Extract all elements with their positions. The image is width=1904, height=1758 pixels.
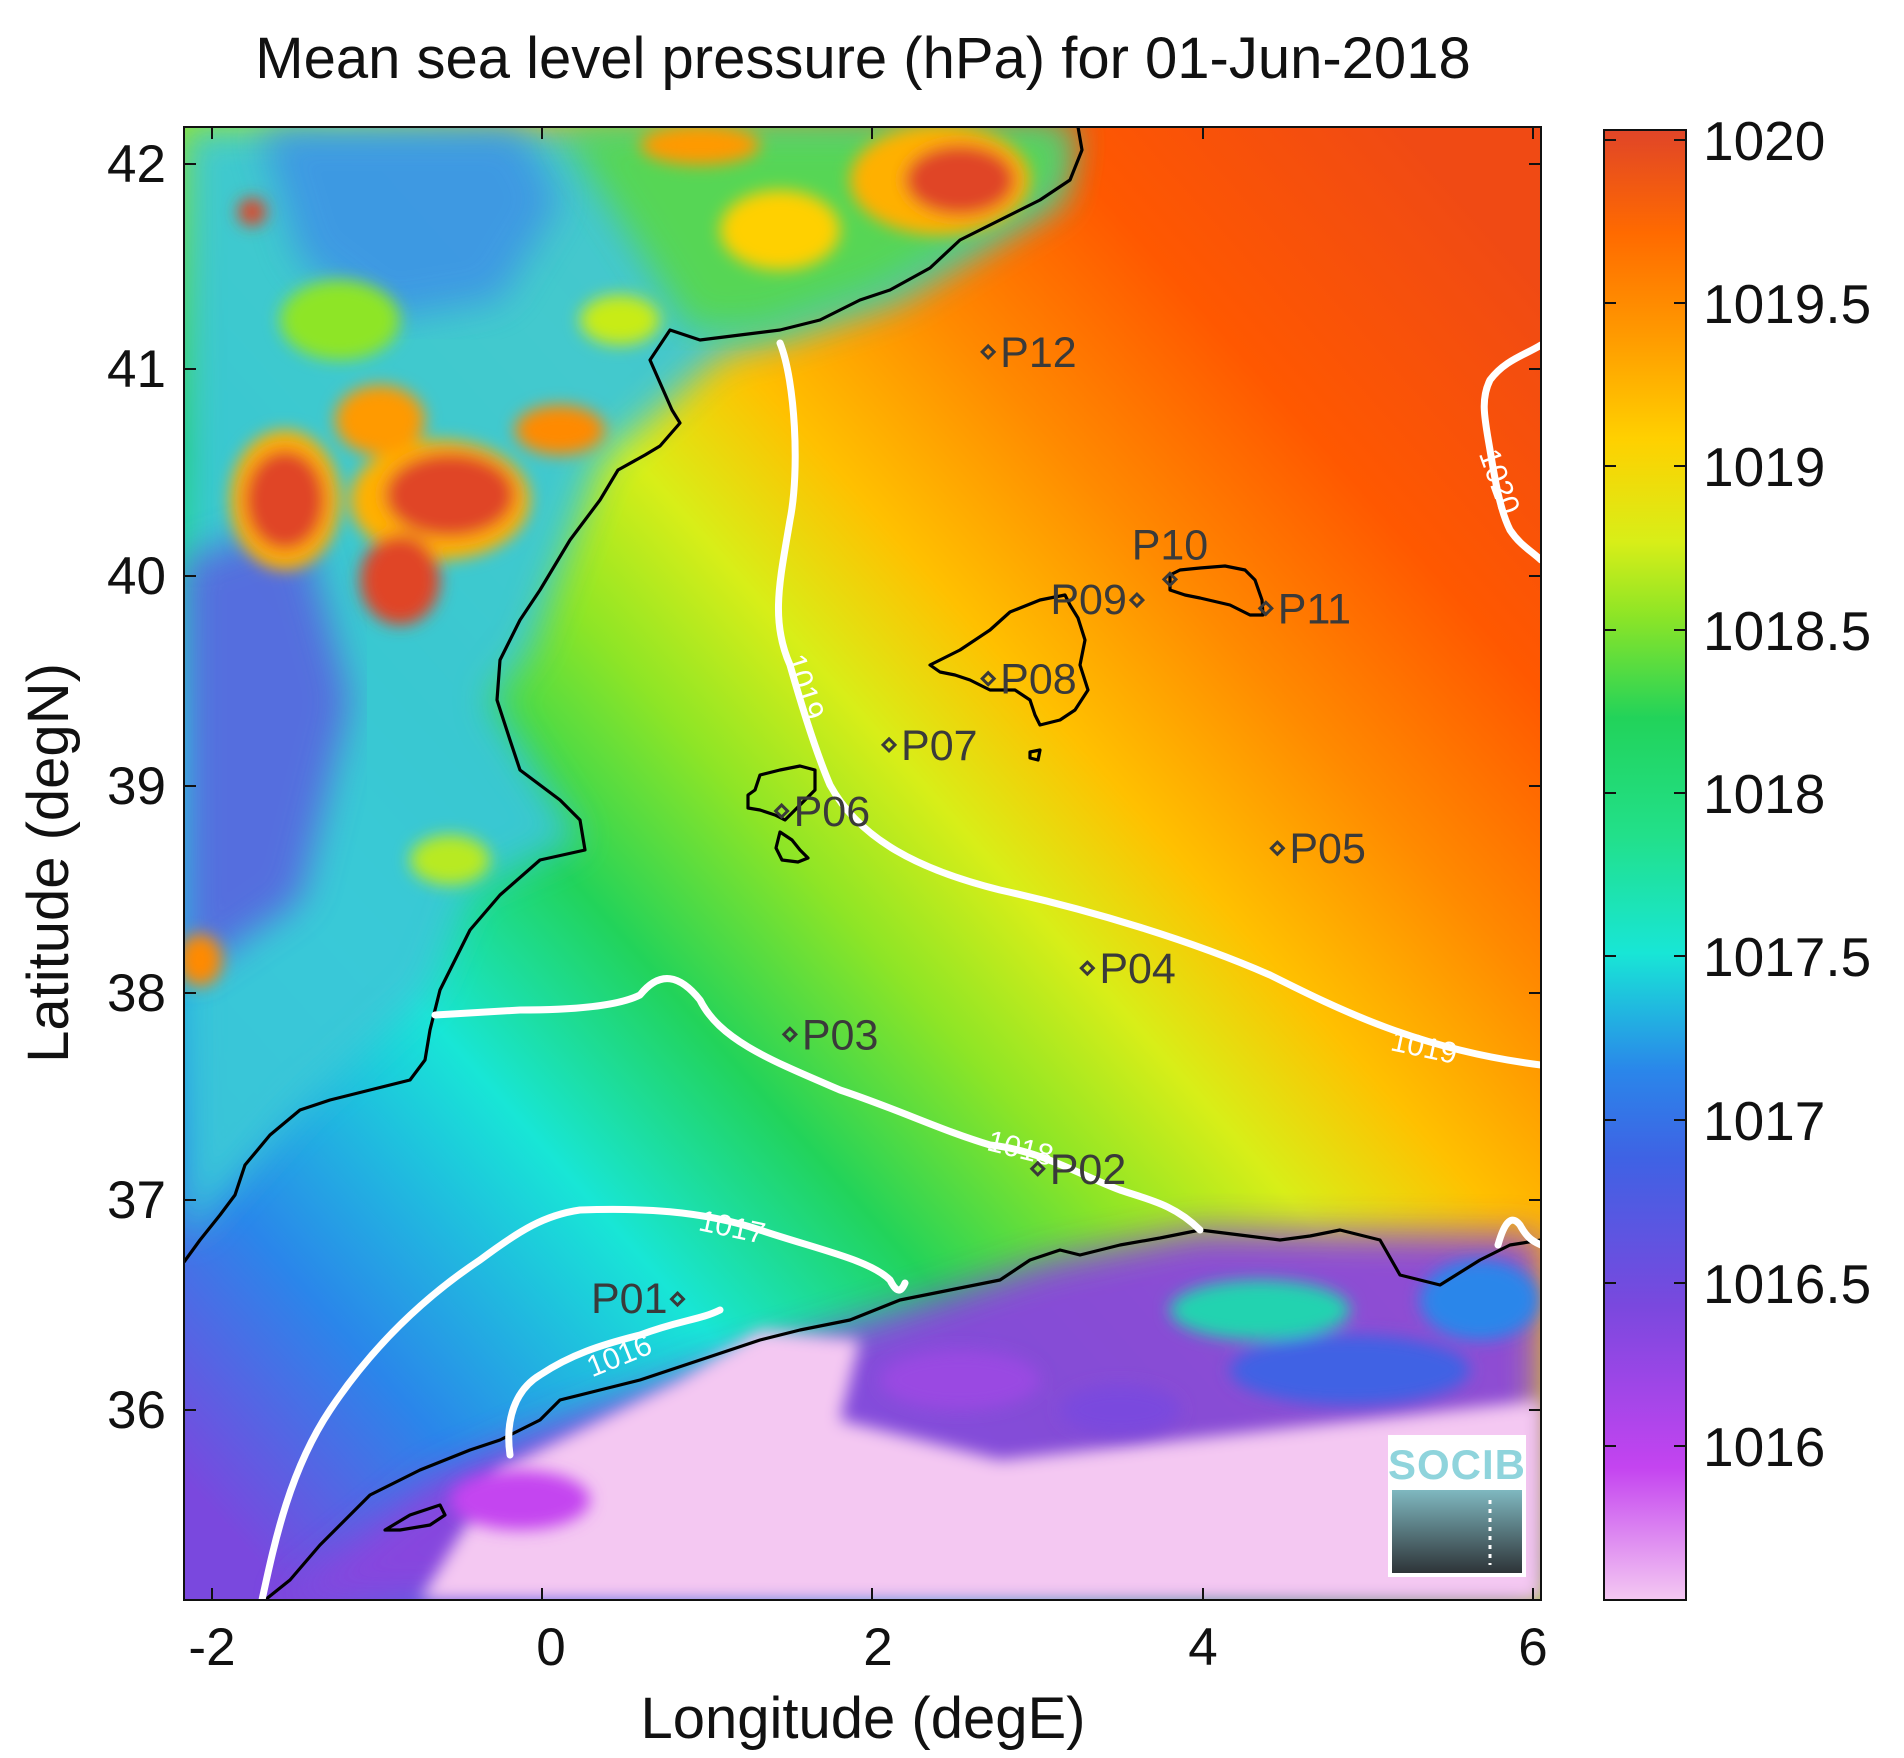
station-label: P08 <box>1000 656 1077 704</box>
plot-area: 1020 1019 1019 1018 1017 1016 P01P02P03P… <box>184 127 1541 1600</box>
y-axis-ticks <box>184 163 1541 1411</box>
x-tick-label: 0 <box>536 1618 565 1677</box>
colorbar-tick-label: 1016 <box>1703 1416 1825 1478</box>
station-marker <box>669 1290 686 1308</box>
contour-1019-main <box>775 339 1541 1069</box>
station-label: P11 <box>1278 585 1351 633</box>
station-marker <box>1161 571 1179 588</box>
x-tick-label: 4 <box>1188 1618 1217 1677</box>
station-marker <box>1079 960 1096 977</box>
colorbar-tick-label: 1018 <box>1703 763 1825 825</box>
x-axis-label: Longitude (degE) <box>641 1686 1086 1751</box>
station-marker <box>781 1026 798 1043</box>
colorbar-tick-label: 1017 <box>1703 1090 1825 1152</box>
station-marker <box>1269 840 1286 857</box>
coastline-iberia <box>184 127 1084 1263</box>
x-axis: -2 0 2 4 6 Longitude (degE) <box>188 127 1548 1751</box>
coastline-alboran <box>383 1503 447 1532</box>
y-tick-label: 38 <box>107 964 166 1023</box>
station-label: P04 <box>1099 945 1176 993</box>
contour-1017 <box>258 1205 909 1600</box>
station-label: P10 <box>1132 521 1209 569</box>
y-tick-label: 36 <box>107 1381 166 1440</box>
mountain-blobs <box>184 127 1030 986</box>
coastline-mallorca <box>928 593 1090 727</box>
station-label: P06 <box>794 788 871 836</box>
x-tick-label: 2 <box>863 1618 892 1677</box>
colorbar-tick-label: 1020 <box>1703 110 1825 172</box>
coastline-africa <box>264 1228 1541 1600</box>
land-blue-north <box>260 127 560 320</box>
plot-frame <box>183 126 1542 1601</box>
station-label: P02 <box>1050 1146 1127 1194</box>
station-label: P09 <box>1050 576 1127 624</box>
x-tick-label: -2 <box>188 1618 235 1677</box>
station-marker <box>1128 591 1146 609</box>
y-tick-label: 42 <box>107 135 166 194</box>
y-tick-label: 39 <box>107 757 166 816</box>
land-lowest-africa <box>420 1330 1541 1600</box>
contour-1020 <box>1480 341 1541 564</box>
y-axis-label: Latitude (degN) <box>16 663 81 1063</box>
colorbar-ticks <box>1604 139 1686 1447</box>
station-label: P12 <box>1000 329 1077 377</box>
contour-1016 <box>505 1306 724 1459</box>
station-marker <box>980 670 997 687</box>
colorbar-tick-label: 1019 <box>1703 436 1825 498</box>
colorbar-tick-label: 1018.5 <box>1703 600 1871 662</box>
contour-lines <box>258 339 1541 1600</box>
station-label: P05 <box>1289 825 1366 873</box>
socib-logo: SOCIB <box>1388 1435 1526 1577</box>
station-marker <box>1257 600 1274 617</box>
coastlines <box>184 127 1541 1600</box>
coastline-formentera <box>774 830 810 864</box>
colorbar: 1020 1019.5 1019 1018.5 1018 1017.5 1017… <box>1603 110 1871 1601</box>
colorbar-gradient <box>1603 129 1687 1601</box>
station-label: P01 <box>591 1275 668 1323</box>
station-marker <box>1029 1160 1046 1177</box>
station-marker <box>880 736 898 753</box>
y-tick-label: 37 <box>107 1171 166 1230</box>
contour-1018 <box>431 975 1204 1234</box>
coastline-ibiza <box>746 764 817 822</box>
socib-logo-background <box>1392 1490 1522 1573</box>
station-label: P03 <box>802 1011 879 1059</box>
x-tick-label: 6 <box>1518 1618 1547 1677</box>
socib-logo-text: SOCIB <box>1388 1441 1526 1488</box>
colorbar-tick-label: 1017.5 <box>1703 926 1871 988</box>
x-axis-ticks <box>211 127 1534 1600</box>
y-tick-label: 41 <box>107 340 166 399</box>
coastline-cabrera <box>1028 748 1042 762</box>
station-marker <box>773 802 790 820</box>
colorbar-tick-label: 1019.5 <box>1703 273 1871 335</box>
colorbar-tick-label: 1016.5 <box>1703 1253 1871 1315</box>
land-lowpressure-iberia <box>184 520 350 980</box>
chart-title: Mean sea level pressure (hPa) for 01-Jun… <box>255 26 1470 91</box>
station-label: P07 <box>901 722 978 770</box>
y-axis: 42 41 40 39 38 37 36 Latitude (degN) <box>16 135 1541 1440</box>
station-marker <box>980 343 997 361</box>
contour-1017-east <box>1494 1216 1541 1249</box>
y-tick-label: 40 <box>107 547 166 606</box>
